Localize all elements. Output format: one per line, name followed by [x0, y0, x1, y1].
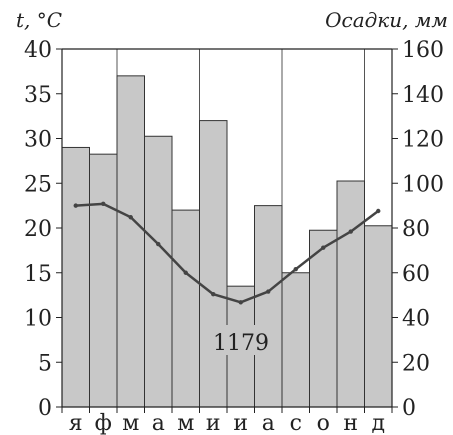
month-label-8: а: [262, 411, 275, 435]
right-tick-label: 140: [402, 83, 444, 108]
right-tick-label: 20: [402, 351, 430, 376]
month-label-12: д: [371, 411, 385, 435]
left-tick-label: 40: [24, 38, 52, 63]
left-tick-label: 20: [24, 217, 52, 242]
month-label-2: ф: [95, 411, 112, 435]
right-tick-label: 0: [402, 396, 416, 421]
month-label-9: с: [290, 411, 302, 435]
annotation-background: [207, 325, 271, 355]
bar-precip-и-6: [199, 120, 228, 408]
left-tick-label: 35: [24, 83, 52, 108]
month-label-4: а: [152, 411, 165, 435]
right-axis-ticks: 0 20 40 60 80 100 120 140 160: [392, 38, 444, 421]
bar-precip-м-3: [116, 75, 145, 408]
month-label-6: и: [206, 411, 221, 435]
right-axis-title: Осадки, мм: [325, 8, 448, 32]
left-axis-ticks: 0 5 10 15 20 25 30 35 40: [24, 38, 62, 421]
left-tick-label: 5: [38, 351, 52, 376]
bar-precip-с-9: [281, 272, 310, 408]
month-label-1: я: [69, 411, 83, 435]
left-axis-title: t, °C: [16, 8, 62, 32]
temperature-point-1: [73, 203, 78, 208]
bar-precip-а-4: [144, 135, 173, 408]
right-tick-label: 60: [402, 262, 430, 287]
axes: [61, 48, 393, 413]
left-tick-label: 10: [24, 307, 52, 332]
left-tick-label: 30: [24, 128, 52, 153]
bar-precip-д-12: [364, 225, 393, 408]
temperature-point-2: [101, 201, 106, 207]
bar-precip-м-5: [171, 209, 200, 408]
left-tick-label: 0: [38, 396, 52, 421]
month-label-11: н: [343, 411, 358, 435]
month-label-7: и: [233, 411, 248, 435]
temperature-point-4: [156, 241, 161, 247]
temperature-point-5: [183, 270, 188, 275]
left-tick-label: 15: [24, 262, 52, 287]
bar-precip-а-8: [254, 205, 283, 408]
month-label-10: о: [317, 411, 330, 435]
month-label-5: м: [177, 411, 194, 435]
temperature-point-8: [266, 289, 271, 294]
annual-precipitation-label: 1179: [213, 331, 269, 356]
temperature-point-10: [321, 245, 326, 250]
right-tick-label: 100: [402, 172, 444, 197]
temperature-point-3: [128, 215, 133, 220]
temperature-polyline: [75, 202, 379, 304]
precipitation-bars: [61, 75, 393, 408]
right-tick-label: 160: [402, 38, 444, 63]
bar-precip-ф-2: [89, 153, 118, 408]
temperature-point-9: [293, 266, 298, 272]
right-tick-label: 80: [402, 217, 430, 242]
temperature-point-6: [211, 292, 216, 297]
temperature-point-11: [348, 229, 353, 234]
temperature-line: [73, 201, 381, 305]
temperature-point-7: [238, 300, 243, 305]
right-tick-label: 40: [402, 307, 430, 332]
month-label-3: м: [122, 411, 139, 435]
bar-precip-н-11: [336, 180, 365, 408]
bar-precip-я-1: [61, 146, 90, 408]
right-tick-label: 120: [402, 128, 444, 153]
temperature-point-12: [376, 208, 381, 214]
left-tick-label: 25: [24, 172, 52, 197]
